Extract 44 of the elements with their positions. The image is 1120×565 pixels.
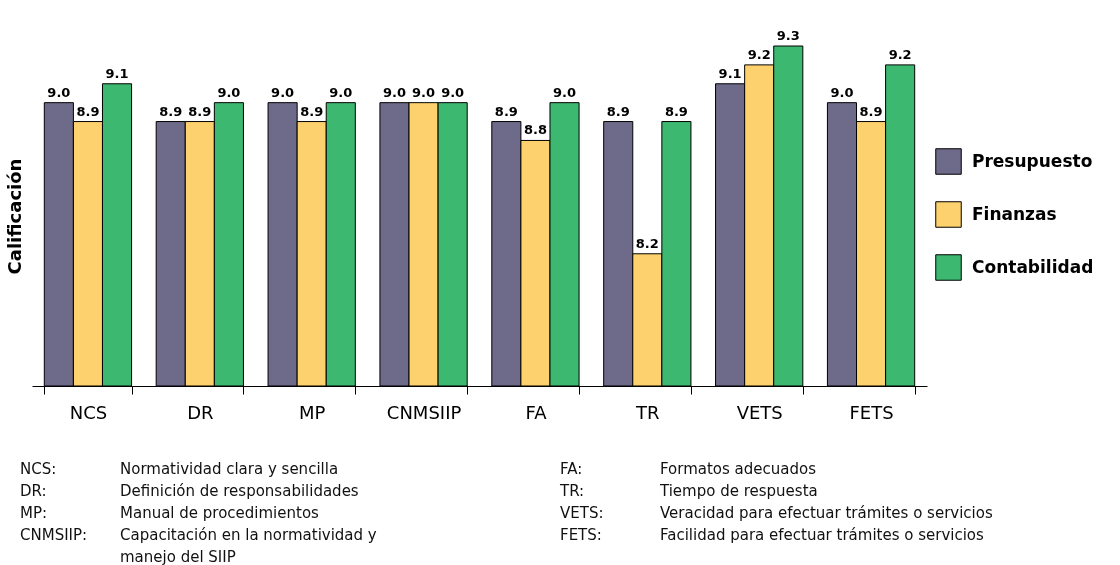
data-label: 9.3: [776, 28, 800, 43]
data-label: 9.2: [888, 46, 912, 62]
text: VETS: Veracidad para efectuar trámites o servicios: [560, 504, 993, 522]
data-label: 9.1: [718, 65, 742, 81]
data-label: 9.0: [217, 84, 241, 100]
text: CNMSIIP: Capacitación en la normatividad y manejo del SIIP: [20, 526, 377, 565]
data-label: 8.9: [859, 103, 883, 119]
x-tick-label: DR: [187, 401, 214, 423]
data-label: 9.2: [747, 46, 771, 62]
x-tick-label: FETS: [849, 401, 894, 423]
x-tick-label: TR: [635, 401, 660, 423]
data-label: 8.9: [76, 103, 100, 119]
x-tick-label: CNMSIIP: [386, 401, 462, 423]
x-tick-label: NCS: [69, 401, 108, 423]
data-label: 9.0: [553, 84, 577, 100]
text: FETS: Facilidad para efectuar trámites o servicios: [560, 526, 984, 544]
data-label: 8.9: [606, 103, 630, 119]
data-label: 8.9: [664, 103, 688, 119]
text: NCS: Normatividad clara y sencilla: [20, 460, 339, 478]
legend-label: Contabilidad: [972, 256, 1094, 277]
legend-label: Presupuesto: [972, 150, 1093, 171]
y-axis-title: Calificación: [3, 158, 25, 275]
data-label: 9.1: [105, 65, 129, 81]
data-label: 8.8: [523, 122, 547, 138]
x-tick-label: MP: [298, 401, 326, 423]
legend-label: Finanzas: [972, 203, 1057, 224]
x-tick-label: FA: [525, 401, 548, 423]
data-label: 9.0: [329, 84, 353, 100]
text: MP: Manual de procedimientos: [20, 504, 319, 522]
data-label: 8.2: [635, 235, 659, 251]
text: FA: Formatos adecuados: [560, 460, 817, 478]
data-label: 9.0: [441, 84, 465, 100]
data-label: 8.9: [159, 103, 183, 119]
text: DR: Definición de responsabilidades: [20, 482, 359, 500]
data-label: 8.9: [188, 103, 212, 119]
data-label: 9.0: [382, 84, 406, 100]
x-tick-label: VETS: [736, 401, 783, 423]
data-label: 9.0: [830, 84, 854, 100]
data-label: 9.0: [47, 84, 71, 100]
data-label: 8.9: [494, 103, 518, 119]
data-label: 9.0: [271, 84, 295, 100]
text: TR: Tiempo de respuesta: [560, 482, 818, 500]
data-label: 9.0: [412, 84, 436, 100]
data-label: 8.9: [300, 103, 324, 119]
